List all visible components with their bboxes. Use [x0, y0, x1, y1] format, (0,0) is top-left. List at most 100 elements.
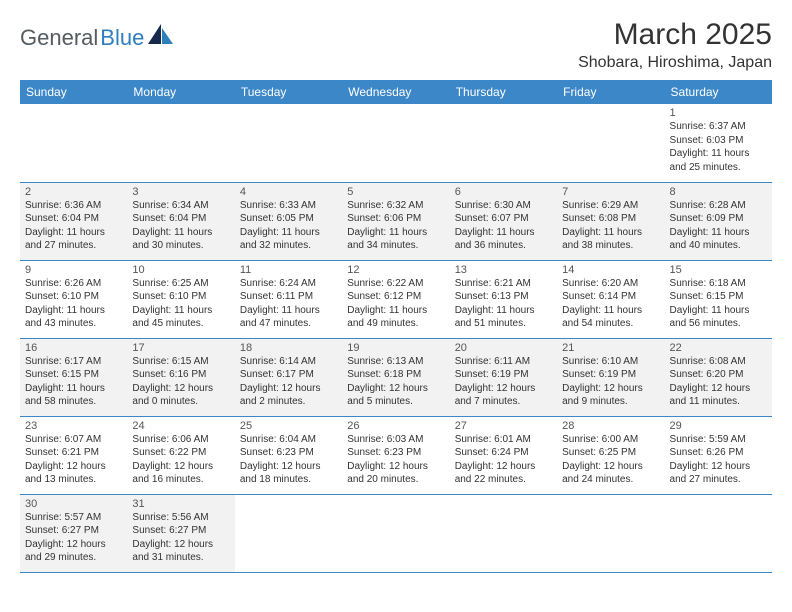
day-info: Sunrise: 6:03 AMSunset: 6:23 PMDaylight:…	[347, 433, 444, 487]
day-info: Sunrise: 6:18 AMSunset: 6:15 PMDaylight:…	[670, 277, 767, 331]
calendar-body: 1Sunrise: 6:37 AMSunset: 6:03 PMDaylight…	[20, 104, 772, 572]
day-number: 14	[562, 264, 659, 276]
calendar-day-cell	[235, 494, 342, 572]
day-number: 16	[25, 342, 122, 354]
calendar-day-cell	[450, 494, 557, 572]
weekday-header: Thursday	[450, 80, 557, 104]
calendar-day-cell	[450, 104, 557, 182]
calendar-day-cell: 31Sunrise: 5:56 AMSunset: 6:27 PMDayligh…	[127, 494, 234, 572]
day-info: Sunrise: 6:37 AMSunset: 6:03 PMDaylight:…	[670, 120, 767, 174]
weekday-header: Saturday	[665, 80, 772, 104]
calendar-day-cell: 1Sunrise: 6:37 AMSunset: 6:03 PMDaylight…	[665, 104, 772, 182]
weekday-header: Tuesday	[235, 80, 342, 104]
page-header: GeneralBlue March 2025 Shobara, Hiroshim…	[20, 18, 772, 72]
brand-logo: GeneralBlue	[20, 24, 174, 52]
weekday-header: Monday	[127, 80, 234, 104]
day-info: Sunrise: 6:32 AMSunset: 6:06 PMDaylight:…	[347, 199, 444, 253]
calendar-week-row: 23Sunrise: 6:07 AMSunset: 6:21 PMDayligh…	[20, 416, 772, 494]
calendar-day-cell	[557, 494, 664, 572]
calendar-day-cell: 26Sunrise: 6:03 AMSunset: 6:23 PMDayligh…	[342, 416, 449, 494]
day-info: Sunrise: 6:26 AMSunset: 6:10 PMDaylight:…	[25, 277, 122, 331]
day-number: 20	[455, 342, 552, 354]
day-info: Sunrise: 6:30 AMSunset: 6:07 PMDaylight:…	[455, 199, 552, 253]
day-info: Sunrise: 6:00 AMSunset: 6:25 PMDaylight:…	[562, 433, 659, 487]
day-info: Sunrise: 5:59 AMSunset: 6:26 PMDaylight:…	[670, 433, 767, 487]
day-number: 30	[25, 498, 122, 510]
calendar-day-cell: 23Sunrise: 6:07 AMSunset: 6:21 PMDayligh…	[20, 416, 127, 494]
day-info: Sunrise: 6:04 AMSunset: 6:23 PMDaylight:…	[240, 433, 337, 487]
weekday-header-row: Sunday Monday Tuesday Wednesday Thursday…	[20, 80, 772, 104]
day-info: Sunrise: 6:25 AMSunset: 6:10 PMDaylight:…	[132, 277, 229, 331]
brand-part2: Blue	[100, 25, 144, 51]
day-info: Sunrise: 6:21 AMSunset: 6:13 PMDaylight:…	[455, 277, 552, 331]
calendar-day-cell: 5Sunrise: 6:32 AMSunset: 6:06 PMDaylight…	[342, 182, 449, 260]
calendar-day-cell: 8Sunrise: 6:28 AMSunset: 6:09 PMDaylight…	[665, 182, 772, 260]
calendar-day-cell: 18Sunrise: 6:14 AMSunset: 6:17 PMDayligh…	[235, 338, 342, 416]
day-info: Sunrise: 6:22 AMSunset: 6:12 PMDaylight:…	[347, 277, 444, 331]
calendar-day-cell	[235, 104, 342, 182]
day-number: 18	[240, 342, 337, 354]
calendar-day-cell: 17Sunrise: 6:15 AMSunset: 6:16 PMDayligh…	[127, 338, 234, 416]
calendar-week-row: 30Sunrise: 5:57 AMSunset: 6:27 PMDayligh…	[20, 494, 772, 572]
calendar-day-cell: 14Sunrise: 6:20 AMSunset: 6:14 PMDayligh…	[557, 260, 664, 338]
day-info: Sunrise: 6:14 AMSunset: 6:17 PMDaylight:…	[240, 355, 337, 409]
day-info: Sunrise: 6:36 AMSunset: 6:04 PMDaylight:…	[25, 199, 122, 253]
calendar-day-cell	[20, 104, 127, 182]
calendar-day-cell: 29Sunrise: 5:59 AMSunset: 6:26 PMDayligh…	[665, 416, 772, 494]
day-number: 6	[455, 186, 552, 198]
weekday-header: Friday	[557, 80, 664, 104]
day-info: Sunrise: 6:10 AMSunset: 6:19 PMDaylight:…	[562, 355, 659, 409]
day-info: Sunrise: 5:57 AMSunset: 6:27 PMDaylight:…	[25, 511, 122, 565]
calendar-day-cell	[665, 494, 772, 572]
day-number: 27	[455, 420, 552, 432]
calendar-table: Sunday Monday Tuesday Wednesday Thursday…	[20, 80, 772, 573]
calendar-day-cell: 19Sunrise: 6:13 AMSunset: 6:18 PMDayligh…	[342, 338, 449, 416]
calendar-day-cell	[342, 494, 449, 572]
calendar-day-cell: 2Sunrise: 6:36 AMSunset: 6:04 PMDaylight…	[20, 182, 127, 260]
day-number: 5	[347, 186, 444, 198]
calendar-day-cell: 9Sunrise: 6:26 AMSunset: 6:10 PMDaylight…	[20, 260, 127, 338]
day-number: 19	[347, 342, 444, 354]
calendar-day-cell: 20Sunrise: 6:11 AMSunset: 6:19 PMDayligh…	[450, 338, 557, 416]
day-info: Sunrise: 6:07 AMSunset: 6:21 PMDaylight:…	[25, 433, 122, 487]
calendar-day-cell: 24Sunrise: 6:06 AMSunset: 6:22 PMDayligh…	[127, 416, 234, 494]
calendar-day-cell: 25Sunrise: 6:04 AMSunset: 6:23 PMDayligh…	[235, 416, 342, 494]
day-info: Sunrise: 6:17 AMSunset: 6:15 PMDaylight:…	[25, 355, 122, 409]
calendar-day-cell: 30Sunrise: 5:57 AMSunset: 6:27 PMDayligh…	[20, 494, 127, 572]
day-info: Sunrise: 6:15 AMSunset: 6:16 PMDaylight:…	[132, 355, 229, 409]
calendar-week-row: 2Sunrise: 6:36 AMSunset: 6:04 PMDaylight…	[20, 182, 772, 260]
calendar-day-cell: 13Sunrise: 6:21 AMSunset: 6:13 PMDayligh…	[450, 260, 557, 338]
day-number: 1	[670, 107, 767, 119]
calendar-day-cell: 4Sunrise: 6:33 AMSunset: 6:05 PMDaylight…	[235, 182, 342, 260]
calendar-day-cell: 11Sunrise: 6:24 AMSunset: 6:11 PMDayligh…	[235, 260, 342, 338]
calendar-week-row: 9Sunrise: 6:26 AMSunset: 6:10 PMDaylight…	[20, 260, 772, 338]
calendar-week-row: 16Sunrise: 6:17 AMSunset: 6:15 PMDayligh…	[20, 338, 772, 416]
day-number: 23	[25, 420, 122, 432]
calendar-day-cell: 21Sunrise: 6:10 AMSunset: 6:19 PMDayligh…	[557, 338, 664, 416]
calendar-day-cell: 7Sunrise: 6:29 AMSunset: 6:08 PMDaylight…	[557, 182, 664, 260]
day-info: Sunrise: 6:34 AMSunset: 6:04 PMDaylight:…	[132, 199, 229, 253]
day-number: 29	[670, 420, 767, 432]
day-number: 13	[455, 264, 552, 276]
day-number: 17	[132, 342, 229, 354]
day-info: Sunrise: 6:33 AMSunset: 6:05 PMDaylight:…	[240, 199, 337, 253]
day-number: 9	[25, 264, 122, 276]
calendar-day-cell	[557, 104, 664, 182]
calendar-day-cell: 28Sunrise: 6:00 AMSunset: 6:25 PMDayligh…	[557, 416, 664, 494]
day-number: 10	[132, 264, 229, 276]
title-block: March 2025 Shobara, Hiroshima, Japan	[578, 18, 772, 72]
calendar-day-cell: 15Sunrise: 6:18 AMSunset: 6:15 PMDayligh…	[665, 260, 772, 338]
day-number: 28	[562, 420, 659, 432]
day-number: 7	[562, 186, 659, 198]
calendar-day-cell	[342, 104, 449, 182]
day-info: Sunrise: 6:29 AMSunset: 6:08 PMDaylight:…	[562, 199, 659, 253]
day-number: 12	[347, 264, 444, 276]
sail-icon	[148, 24, 174, 52]
day-info: Sunrise: 6:28 AMSunset: 6:09 PMDaylight:…	[670, 199, 767, 253]
month-title: March 2025	[578, 18, 772, 52]
day-info: Sunrise: 6:08 AMSunset: 6:20 PMDaylight:…	[670, 355, 767, 409]
calendar-day-cell: 10Sunrise: 6:25 AMSunset: 6:10 PMDayligh…	[127, 260, 234, 338]
location-subtitle: Shobara, Hiroshima, Japan	[578, 54, 772, 72]
day-number: 22	[670, 342, 767, 354]
day-info: Sunrise: 6:11 AMSunset: 6:19 PMDaylight:…	[455, 355, 552, 409]
